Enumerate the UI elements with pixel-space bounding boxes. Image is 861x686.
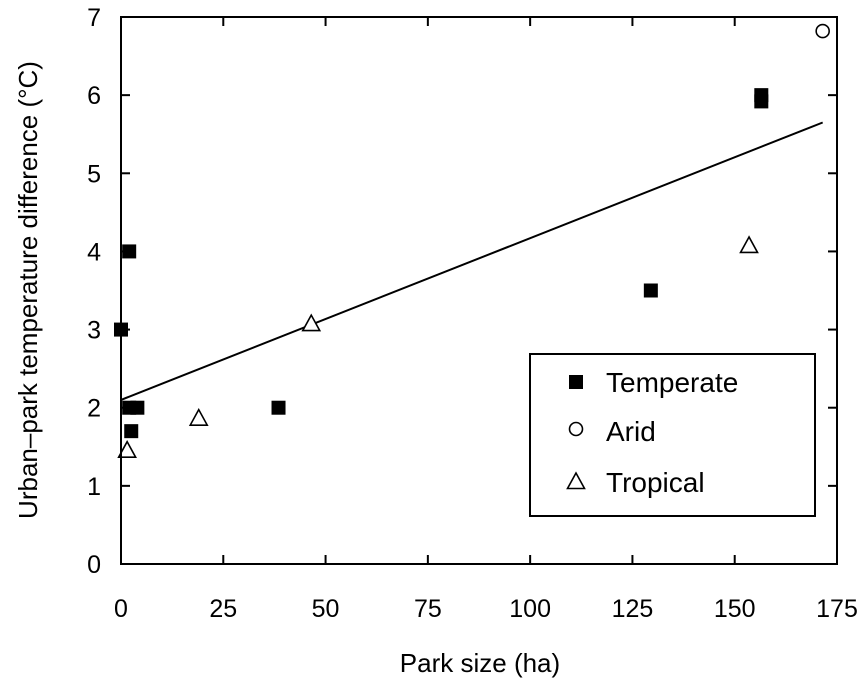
temperate-point xyxy=(130,400,145,415)
legend: Temperate Arid Tropical xyxy=(529,353,816,517)
data-points xyxy=(114,23,830,458)
y-tick-label: 4 xyxy=(87,238,101,266)
legend-markers xyxy=(566,375,586,490)
x-tick-label: 50 xyxy=(312,595,340,623)
y-tick-label: 2 xyxy=(87,395,101,423)
x-tick-label: 150 xyxy=(714,595,756,623)
y-axis-title: Urban–park temperature difference (°C) xyxy=(13,61,43,519)
x-axis-title: Park size (ha) xyxy=(400,648,560,678)
x-tick-label: 100 xyxy=(509,595,551,623)
y-tick-label: 7 xyxy=(87,4,101,32)
trendline xyxy=(120,121,824,401)
legend-label-temperate: Temperate xyxy=(606,367,738,398)
legend-marker-temperate xyxy=(569,375,583,389)
tropical-point xyxy=(188,407,209,426)
tropical-point xyxy=(117,440,137,458)
temperate-point xyxy=(124,424,139,439)
y-tick-label: 0 xyxy=(87,551,101,579)
arid-point xyxy=(815,23,830,39)
temperate-point xyxy=(643,283,658,298)
temperate-point xyxy=(754,94,769,109)
y-tick-label: 1 xyxy=(87,473,101,501)
legend-marker-tropical xyxy=(566,471,586,490)
legend-label-arid: Arid xyxy=(606,416,656,447)
tropical-point xyxy=(301,313,322,332)
y-tick-label: 5 xyxy=(87,160,101,188)
legend-marker-arid xyxy=(568,421,584,437)
tropical-point xyxy=(739,235,759,254)
plot-frame xyxy=(120,16,838,565)
y-tick-label: 3 xyxy=(87,317,101,345)
temperate-point xyxy=(122,244,137,259)
x-tick-label: 25 xyxy=(209,595,237,623)
trendline-group xyxy=(120,121,824,401)
axis-ticks: 0 25 50 75 100 125 150 175 0 1 2 3 4 5 6 7 xyxy=(87,4,858,623)
x-tick-label: 175 xyxy=(816,595,858,623)
legend-label-tropical: Tropical xyxy=(606,467,705,498)
temperate-point xyxy=(271,400,286,415)
x-tick-label: 0 xyxy=(114,595,128,623)
x-tick-label: 75 xyxy=(414,595,442,623)
x-tick-label: 125 xyxy=(612,595,654,623)
y-tick-label: 6 xyxy=(87,82,101,110)
